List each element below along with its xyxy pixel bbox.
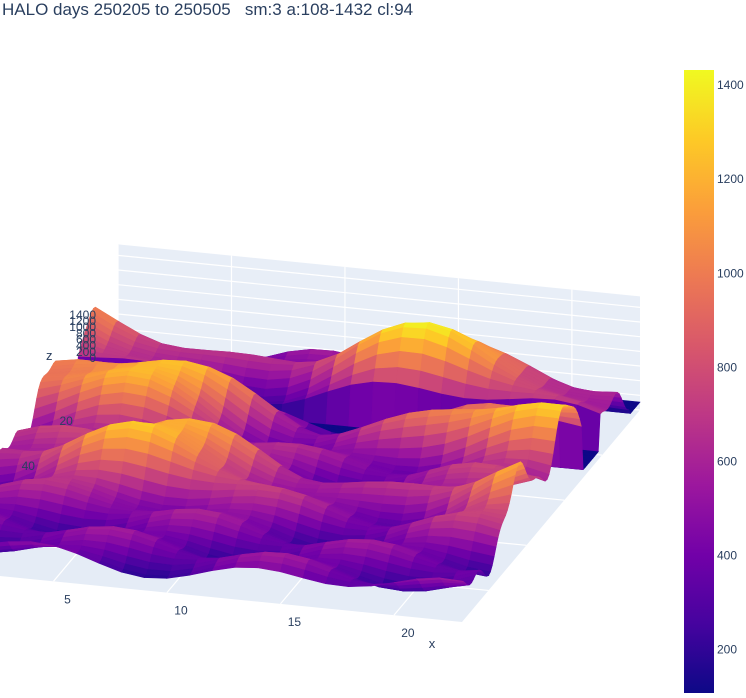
colorbar-tick-label: 200 [717,643,737,657]
surface-cell [212,482,238,492]
surface-cell [100,448,126,463]
surface-cell [96,403,123,416]
surface-cell [102,437,128,450]
chart-title: HALO days 250205 to 250505 sm:3 a:108-14… [2,0,414,19]
surface-cell [268,363,295,372]
surface-cell [234,560,261,569]
surface-cell [98,392,124,406]
surface-cell [376,437,402,450]
colorbar-tick-label: 600 [717,454,737,468]
z-tick-label: 1400 [69,308,96,322]
x-tick-label: 20 [401,626,415,640]
colorbar-tick-label: 800 [717,360,737,374]
y-tick-label: 40 [22,459,36,473]
surface-cell [399,435,425,450]
surface-cell [372,367,399,384]
x-axis-title: x [429,636,436,651]
surface-cell [558,420,584,471]
surface-cell [348,381,374,430]
surface-cell [187,489,213,500]
z-tick-label: 400 [76,339,96,353]
surface-cell [0,496,18,505]
surface-cell [232,489,259,498]
surface-cell [81,518,107,528]
x-tick-label: 5 [64,592,71,606]
colorbar-tick-label: 1400 [717,78,744,92]
z-tick-label: 800 [76,326,96,340]
surface-cell [7,541,34,546]
surface-cell [442,477,469,484]
z-tick-label: 0 [89,351,96,365]
surface-cell [230,496,257,505]
x-tick-label: 10 [174,604,188,618]
surface-cell [170,513,196,520]
colorbar-tick-label: 400 [717,549,737,563]
surface-cell [172,509,198,515]
surface-cell [325,384,351,428]
surface-cell [30,443,56,450]
surface-cell [427,527,453,538]
colorbar-ticks: 200 400 600 800 1000 1200 1400 [717,78,744,657]
surface-cell [397,447,423,460]
surface-cell [56,431,83,439]
y-axis-ticks: 20406080 [22,414,74,473]
y-tick-label: 20 [59,414,73,428]
z-tick-label: 600 [76,333,96,347]
z-tick-label: 1000 [69,320,96,334]
surface-cell [315,487,342,494]
z-tick-label: 1200 [69,314,96,328]
surface-cell [438,577,465,583]
x-axis-ticks: 05101520 [64,592,415,640]
surface-cell [32,437,58,445]
colorbar-tick-label: 1000 [717,266,744,280]
x-tick-label: 15 [288,615,302,629]
z-axis-title: z [46,348,53,363]
colorbar-tick-label: 1200 [717,172,744,186]
surface-mesh [0,306,641,592]
z-tick-label: 200 [76,345,96,359]
surface-cell [505,449,531,461]
colorbar [684,70,714,693]
